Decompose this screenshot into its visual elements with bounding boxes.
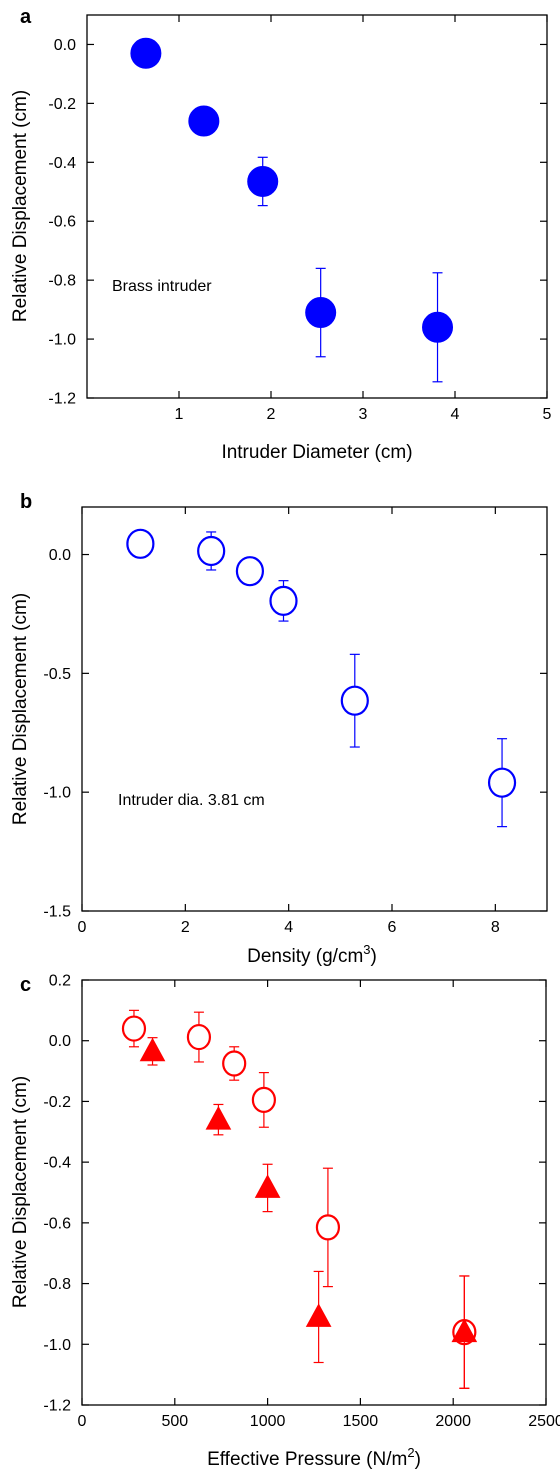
panel-c-x-axis-title-end: ) [415,1449,421,1470]
x-tick-label: 0 [78,1413,87,1430]
panel-c-x-axis-title-sup: 2 [407,1445,414,1460]
y-tick-label: -0.6 [43,1215,71,1232]
x-tick-label: 6 [388,919,397,936]
panel-c-x-axis-title-main: Effective Pressure (N/m [207,1449,407,1470]
panel-c-x-axis-title: Effective Pressure (N/m2) [207,1445,421,1470]
panel-c-y-axis-title: Relative Displacement (cm) [10,1076,31,1308]
y-tick-label: 0.0 [49,547,71,564]
y-tick-label: -0.8 [43,1276,71,1293]
y-tick-label: 0.0 [49,1033,71,1050]
x-tick-label: 2500 [528,1413,560,1430]
y-tick-label: -1.5 [43,904,71,921]
data-point [340,685,369,716]
panel-b-y-axis-title: Relative Displacement (cm) [10,593,31,825]
panel-a-annotation: Brass intruder [112,278,212,295]
data-point [188,105,220,137]
y-tick-label: -0.8 [48,273,76,290]
data-point [487,767,517,798]
y-tick-label: -1.2 [43,1398,71,1415]
data-point [197,535,226,567]
panel-c-plot-frame [81,979,547,1406]
x-tick-label: 2 [181,919,190,936]
data-point-triangle [451,1318,478,1343]
y-tick-label: 0.0 [54,37,76,54]
data-point [222,1050,247,1077]
y-tick-label: -1.0 [48,332,76,349]
data-point [305,297,337,329]
panel-b-x-axis-title-end: ) [371,946,377,967]
data-point [186,1023,212,1051]
data-point [247,165,279,197]
data-point [422,311,454,343]
panel-a-y-axis-title: Relative Displacement (cm) [10,90,31,322]
y-tick-label: 0.2 [49,973,71,990]
y-tick-label: -0.2 [43,1094,71,1111]
data-point [269,585,298,616]
panel-a-axes: 1 2 3 4 5 0.0 -0.2 -0.4 -0.6 -0.8 -1.0 -1.2 [48,15,552,423]
data-point [235,556,265,587]
x-tick-label: 1 [175,406,184,423]
x-tick-label: 2 [267,406,276,423]
panel-b: b 0 2 4 6 8 0.0 -0.5 -1.0 -1.5 Intruder dia. 3.8… [10,491,548,967]
data-point-triangle [139,1037,166,1062]
x-tick-label: 5 [543,406,552,423]
y-tick-label: -0.2 [48,96,76,113]
y-tick-label: -1.0 [43,785,71,802]
panel-b-x-axis-title: Density (g/cm3) [247,942,377,967]
panel-b-letter: b [20,491,32,513]
panel-b-x-axis-title-sup: 3 [363,942,370,957]
x-tick-label: 8 [491,919,500,936]
y-tick-label: -1.2 [48,391,76,408]
data-point-triangle [205,1105,232,1130]
panel-a-marks [130,37,454,383]
panel-b-axes: 0 2 4 6 8 0.0 -0.5 -1.0 -1.5 [43,507,547,936]
x-tick-label: 4 [284,919,293,936]
panel-c-axes: 0 500 1000 1500 2000 2500 0.2 0.0 -0.2 -0.4 -0.6 -0… [43,973,560,1431]
data-point [130,37,162,69]
y-tick-label: -0.4 [43,1155,71,1172]
panel-c-marks [121,1009,478,1389]
x-tick-label: 4 [451,406,460,423]
panel-b-x-axis-title-main: Density (g/cm [247,946,363,967]
data-point-triangle [305,1303,332,1327]
y-tick-label: -0.5 [43,666,71,683]
panel-b-plot-frame [81,506,548,912]
x-tick-label: 3 [359,406,368,423]
data-point [121,1015,147,1042]
x-tick-label: 2000 [435,1413,471,1430]
data-point [251,1086,276,1114]
panel-b-annotation: Intruder dia. 3.81 cm [118,792,265,809]
panel-a-letter: a [20,6,32,28]
data-point [315,1214,341,1241]
data-point-triangle [254,1174,281,1198]
y-tick-label: -0.4 [48,155,76,172]
panel-a: a 1 2 3 4 5 0.0 -0.2 -0.4 -0.6 -0.8 -1.0 -1.2 Brass… [10,6,552,463]
x-tick-label: 500 [161,1413,188,1430]
panel-b-marks [126,528,517,828]
data-point [126,528,155,559]
x-tick-label: 0 [78,919,87,936]
panel-a-plot-frame [86,14,548,399]
panel-c-letter: c [20,974,31,996]
panel-c: c 0 500 1000 1500 2000 2500 0.2 0.0 -0.2 -0.4 -0.6… [10,973,560,1471]
panel-a-x-axis-title: Intruder Diameter (cm) [221,442,412,463]
y-tick-label: -0.6 [48,214,76,231]
x-tick-label: 1000 [250,1413,286,1430]
y-tick-label: -1.0 [43,1337,71,1354]
x-tick-label: 1500 [343,1413,379,1430]
